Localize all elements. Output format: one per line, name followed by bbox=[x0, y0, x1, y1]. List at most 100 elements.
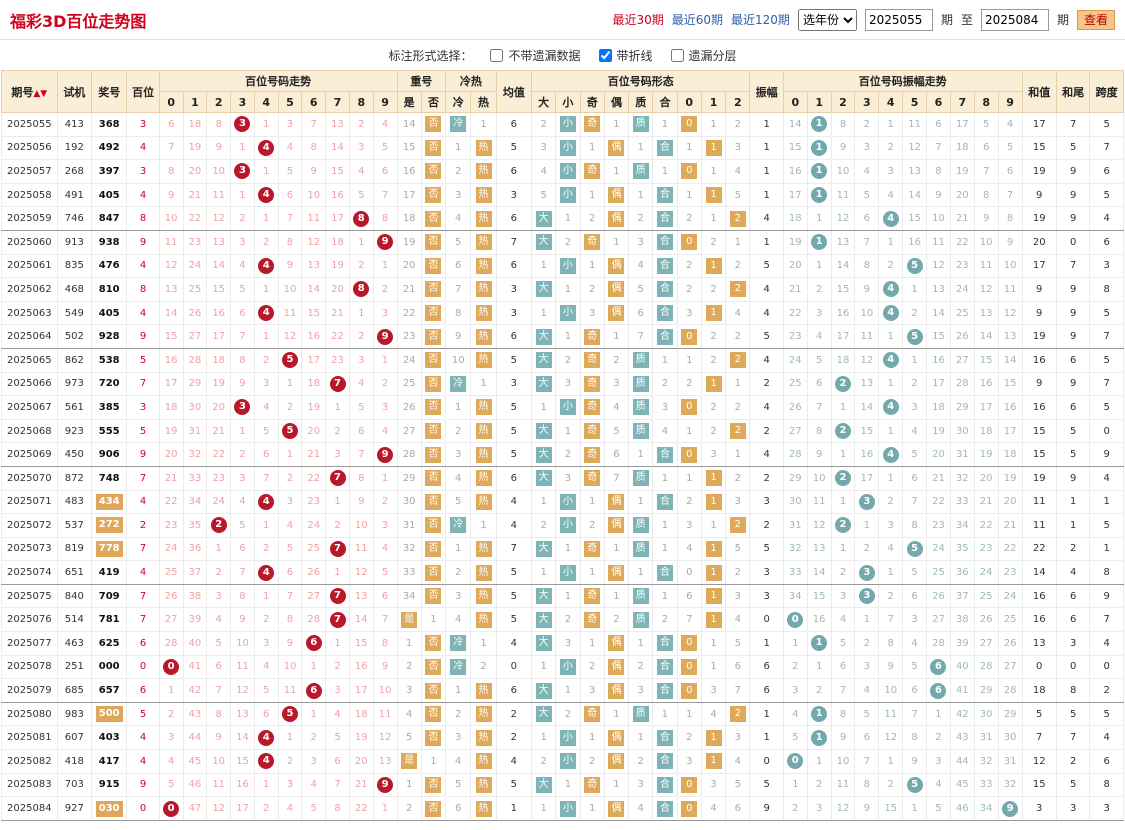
draw-cell: 030 bbox=[91, 796, 128, 821]
form-cell: 3 bbox=[700, 678, 727, 703]
amplitude-cell: 4 bbox=[749, 442, 784, 467]
option-line[interactable]: 带折线 bbox=[595, 46, 653, 65]
amp-trend-cell: 42 bbox=[949, 701, 975, 727]
form-cell-value: 合 bbox=[656, 187, 673, 204]
repeat-cell: 否 bbox=[420, 347, 447, 373]
trend-cell-value: 4 bbox=[239, 260, 246, 272]
form-cell-value: 大 bbox=[535, 352, 552, 369]
trend-cell: 13 bbox=[372, 749, 398, 774]
trend-cell: 12 bbox=[301, 229, 327, 255]
form-cell: 合 bbox=[652, 206, 678, 231]
repeat-cell-value: 否 bbox=[425, 187, 442, 204]
line-checkbox[interactable] bbox=[598, 48, 612, 62]
option-no-miss[interactable]: 不带遗漏数据 bbox=[486, 46, 581, 65]
issue-cell-value: 2025071 bbox=[7, 496, 52, 508]
query-button[interactable]: 查看 bbox=[1076, 9, 1115, 30]
amp-trend-cell: 16 bbox=[973, 371, 999, 397]
trend-cell-value: 25 bbox=[188, 283, 202, 295]
trend-cell: 9 bbox=[277, 631, 303, 656]
no-miss-checkbox[interactable] bbox=[490, 48, 504, 62]
trend-hit-ball: 3 bbox=[230, 112, 255, 137]
repeat-cell-value: 2 bbox=[405, 803, 413, 815]
amp-trend-cell: 37 bbox=[949, 583, 975, 609]
amp-trend-cell-value: 5 bbox=[982, 118, 990, 130]
form-cell-value: 小 bbox=[559, 116, 576, 133]
trend-cell: 4 bbox=[277, 135, 303, 161]
trend-cell-value: 12 bbox=[212, 803, 226, 815]
col-issue[interactable]: 期号▲▼ bbox=[1, 70, 58, 113]
amp-trend-cell: 6 bbox=[830, 654, 856, 680]
form-cell: 2 bbox=[531, 112, 557, 137]
year-select[interactable]: 选年份 bbox=[797, 8, 857, 31]
from-issue-input[interactable] bbox=[864, 8, 933, 31]
amp-trend-cell: 6 bbox=[902, 465, 928, 491]
sort-arrows-icon[interactable]: ▲▼ bbox=[33, 88, 48, 99]
span-cell: 6 bbox=[1089, 749, 1124, 774]
avg-cell-value: 6 bbox=[510, 118, 518, 130]
amp-trend-cell: 10 bbox=[830, 749, 856, 774]
trend-cell-value: 5 bbox=[286, 543, 294, 555]
issue-cell: 2025082 bbox=[1, 749, 58, 774]
amp-trend-cell: 41 bbox=[949, 678, 975, 703]
form-cell-value: 2 bbox=[564, 354, 572, 366]
trend-cell: 13 bbox=[301, 253, 327, 279]
amplitude-cell-value: 1 bbox=[763, 236, 770, 248]
form-cell-value: 1 bbox=[540, 496, 547, 508]
trend-cell-value: 1 bbox=[215, 543, 222, 555]
hotcold-cell: 热 bbox=[470, 701, 497, 727]
amp-trend-cell-value: 5 bbox=[906, 257, 923, 274]
form-cell: 合 bbox=[652, 631, 678, 656]
form-cell-value: 奇 bbox=[584, 540, 601, 557]
amp-trend-cell-value: 9 bbox=[911, 755, 918, 767]
recent-30-link[interactable]: 最近30期 bbox=[612, 13, 664, 27]
layer-checkbox[interactable] bbox=[670, 48, 684, 62]
recent-60-link[interactable]: 最近60期 bbox=[671, 13, 724, 27]
form-cell-value: 2 bbox=[637, 213, 644, 225]
amp-trend-cell: 17 bbox=[830, 324, 856, 349]
trend-cell-value: 28 bbox=[188, 354, 202, 366]
hotcold-cell-value: 冷 bbox=[450, 375, 467, 392]
test-cell: 923 bbox=[56, 418, 93, 444]
amp-trend-cell: 2 bbox=[878, 489, 904, 515]
repeat-cell: 否 bbox=[420, 725, 447, 751]
form-cell-value: 3 bbox=[710, 685, 717, 697]
amp-trend-cell: 19 bbox=[997, 465, 1023, 491]
trend-cell: 2 bbox=[277, 395, 303, 420]
trend-cell: 13 bbox=[348, 583, 374, 609]
hundreds-cell: 7 bbox=[126, 607, 160, 633]
amp-trend-cell-value: 4 bbox=[863, 685, 871, 697]
form-cell-value: 1 bbox=[564, 283, 572, 295]
trend-cell-value: 31 bbox=[188, 425, 202, 437]
repeat-cell: 28 bbox=[396, 442, 422, 467]
form-cell-value: 1 bbox=[613, 165, 620, 177]
hundreds-cell-value: 8 bbox=[139, 283, 147, 295]
trend-cell: 14 bbox=[325, 135, 350, 161]
amp-trend-cell: 34 bbox=[782, 583, 808, 609]
trend-cell: 11 bbox=[277, 678, 303, 703]
issue-cell-value: 2025064 bbox=[7, 331, 52, 343]
amp-trend-cell: 22 bbox=[782, 300, 808, 326]
form-cell-value: 1 bbox=[686, 425, 693, 437]
amp-trend-cell-value: 18 bbox=[1003, 449, 1017, 461]
recent-120-link[interactable]: 最近120期 bbox=[731, 13, 790, 27]
hundreds-cell-value: 0 bbox=[139, 661, 147, 673]
draw-cell: 748 bbox=[91, 465, 128, 491]
amp-trend-cell-value: 7 bbox=[815, 401, 823, 413]
avg-cell: 0 bbox=[495, 654, 533, 680]
option-layer[interactable]: 遗漏分层 bbox=[667, 46, 737, 65]
to-issue-input[interactable] bbox=[980, 8, 1049, 31]
avg-cell: 6 bbox=[495, 465, 533, 491]
hotcold-cell: 5 bbox=[445, 772, 472, 798]
repeat-cell: 23 bbox=[396, 324, 422, 349]
form-cell-value: 1 bbox=[613, 331, 620, 343]
form-cell: 2 bbox=[676, 725, 702, 751]
hotcold-cell-value: 热 bbox=[475, 234, 492, 251]
trend-cell-value: 17 bbox=[331, 213, 344, 225]
trend-cell-value: 21 bbox=[354, 779, 368, 791]
trend-cell-value: 9 bbox=[377, 234, 394, 251]
form-cell-value: 奇 bbox=[584, 352, 601, 369]
amp-trend-cell: 19 bbox=[973, 442, 999, 467]
sum-cell-value: 5 bbox=[1036, 708, 1043, 720]
amp-trend-cell-value: 11 bbox=[908, 118, 921, 130]
amp-trend-cell-value: 12 bbox=[860, 354, 874, 366]
